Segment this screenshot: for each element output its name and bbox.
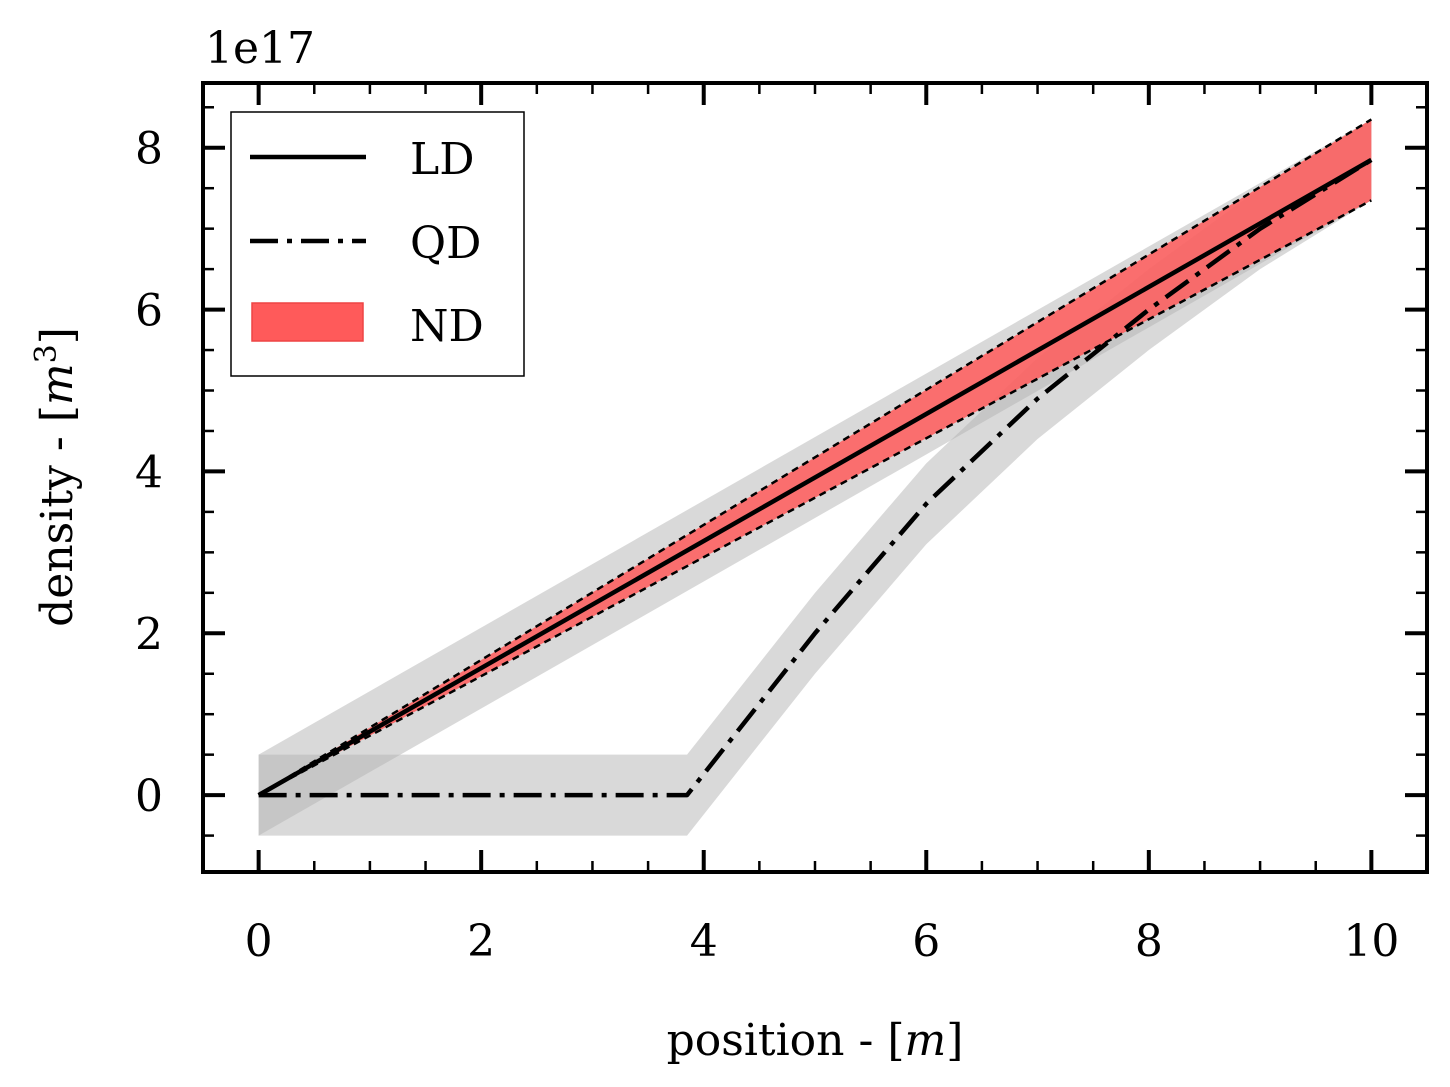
legend-label-nd: ND: [410, 301, 484, 352]
x-tick-label: 6: [912, 916, 940, 967]
legend-label-ld: LD: [410, 134, 475, 185]
legend: LD QD ND: [230, 111, 525, 377]
qd-line: [258, 157, 1373, 798]
y-offset-label: 1e17: [205, 23, 315, 74]
y-axis-label: density - [m3]: [29, 327, 83, 627]
nd-lower-bound: [258, 199, 1372, 797]
legend-label-qd: QD: [410, 218, 481, 269]
legend-swatch-nd: [251, 302, 364, 342]
x-tick-label: 8: [1135, 916, 1163, 967]
x-tick-label: 10: [1343, 916, 1399, 967]
y-tick-label: 4: [135, 447, 163, 498]
tick-labels: 0 2 4 6 8 10 0 2 4 6 8: [135, 124, 1399, 967]
y-tick-label: 2: [135, 609, 163, 660]
y-tick-label: 0: [135, 771, 163, 822]
y-tick-label: 6: [135, 286, 163, 337]
nd-upper-bound: [257, 118, 1373, 797]
x-tick-label: 2: [467, 916, 495, 967]
axes-frame: [201, 81, 1429, 874]
x-axis-label: position - [m]: [667, 1015, 964, 1066]
x-tick-label: 4: [690, 916, 718, 967]
ld-line: [257, 157, 1373, 798]
x-tick-label: 0: [245, 916, 273, 967]
plot-area: [257, 118, 1373, 836]
y-tick-label: 8: [135, 124, 163, 175]
